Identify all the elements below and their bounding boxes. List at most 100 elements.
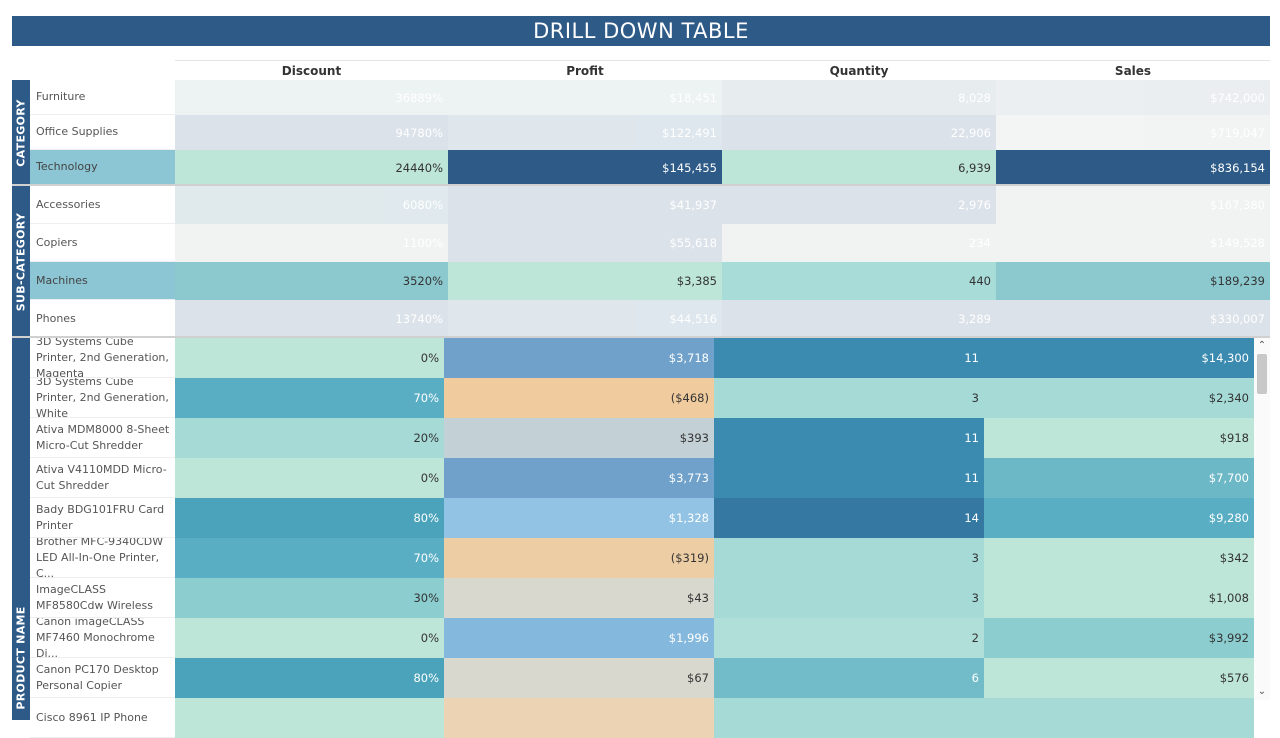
cell-profit[interactable]: $41,937 [448,186,722,224]
row-label[interactable]: Technology [30,150,175,185]
table-row-furniture[interactable]: Furniture 36889% $18,451 8,028 $742,000 [30,80,1270,115]
cell-quantity[interactable]: 6,939 [722,150,996,185]
cell-profit[interactable]: $67 [444,658,714,698]
cell-quantity[interactable]: 234 [722,224,996,262]
cell-quantity[interactable]: 11 [714,458,984,498]
cell-quantity[interactable]: 3 [714,378,984,418]
cell-profit[interactable]: $18,451 [448,80,722,115]
row-label[interactable]: Canon Color ImageCLASS MF8580Cdw Wireles… [30,578,175,618]
row-label[interactable]: Canon imageCLASS MF7460 Monochrome Di... [30,618,175,658]
cell-sales[interactable]: $742,000 [996,80,1270,115]
cell-profit[interactable]: ($319) [444,538,714,578]
row-label[interactable]: Brother MFC-9340CDW LED All-In-One Print… [30,538,175,578]
cell-discount[interactable]: 24440% [175,150,448,185]
cell-sales[interactable]: $2,340 [984,378,1254,418]
scroll-thumb[interactable] [1257,354,1267,394]
cell-profit[interactable]: $1,328 [444,498,714,538]
cell-quantity[interactable]: 11 [714,418,984,458]
column-header-discount[interactable]: Discount [281,63,342,78]
cell-discount[interactable]: 70% [175,538,444,578]
table-row[interactable]: Ativa MDM8000 8-Sheet Micro-Cut Shredder… [30,418,1254,458]
cell-sales[interactable]: $719,047 [996,115,1270,150]
cell-sales[interactable]: $14,300 [984,338,1254,378]
cell-profit[interactable]: $3,773 [444,458,714,498]
cell-quantity[interactable]: 3,289 [722,300,996,338]
cell-sales[interactable]: $1,008 [984,578,1254,618]
table-row[interactable]: Cisco 8961 IP Phone [30,698,1254,738]
cell-profit[interactable]: $43 [444,578,714,618]
cell-sales[interactable]: $167,380 [996,186,1270,224]
cell-sales[interactable]: $330,007 [996,300,1270,338]
table-row-copiers[interactable]: Copiers 1100% $55,618 234 $149,528 [30,224,1270,262]
table-row[interactable]: Canon PC170 Desktop Personal Copier 80% $6… [30,658,1254,698]
cell-discount[interactable]: 6080% [175,186,448,224]
scroll-up-icon[interactable]: ⌃ [1257,340,1267,351]
cell-discount[interactable]: 80% [175,498,444,538]
column-header-profit[interactable]: Profit [566,63,604,78]
row-label[interactable]: Ativa MDM8000 8-Sheet Micro-Cut Shredder [30,418,175,458]
scroll-down-icon[interactable]: ⌄ [1257,686,1267,697]
table-row[interactable]: Ativa V4110MDD Micro-Cut Shredder 0% $3,77… [30,458,1254,498]
cell-profit[interactable]: $3,385 [448,262,722,300]
cell-quantity[interactable]: 14 [714,498,984,538]
cell-discount[interactable]: 94780% [175,115,448,150]
table-row-accessories[interactable]: Accessories 6080% $41,937 2,976 $167,380 [30,186,1270,224]
row-label[interactable]: Copiers [30,224,175,262]
row-label[interactable]: Office Supplies [30,115,175,150]
cell-sales[interactable]: $918 [984,418,1254,458]
cell-quantity[interactable]: 11 [714,338,984,378]
cell-quantity[interactable]: 2,976 [722,186,996,224]
column-header-sales[interactable]: Sales [1114,63,1152,78]
row-label[interactable]: Accessories [30,186,175,224]
vertical-scrollbar[interactable]: ⌃ ⌄ [1254,338,1270,700]
cell-sales[interactable]: $342 [984,538,1254,578]
cell-profit[interactable]: $145,455 [448,150,722,185]
table-row-phones[interactable]: Phones 13740% $44,516 3,289 $330,007 [30,300,1270,338]
cell-discount[interactable]: 3520% [175,262,448,300]
cell-discount[interactable]: 70% [175,378,444,418]
cell-sales[interactable]: $149,528 [996,224,1270,262]
cell-quantity[interactable]: 3 [714,578,984,618]
table-row-technology[interactable]: Technology 24440% $145,455 6,939 $836,154 [30,150,1270,185]
cell-profit[interactable]: $3,718 [444,338,714,378]
row-label[interactable]: Canon PC170 Desktop Personal Copier [30,658,175,698]
table-row[interactable]: Brother MFC-9340CDW LED All-In-One Print… [30,538,1254,578]
table-row[interactable]: Canon Color ImageCLASS MF8580Cdw Wireles… [30,578,1254,618]
table-row-machines[interactable]: Machines 3520% $3,385 440 $189,239 [30,262,1270,300]
row-label[interactable]: Machines [30,262,175,300]
row-label[interactable]: 3D Systems Cube Printer, 2nd Generation,… [30,338,175,378]
cell-discount[interactable]: 36889% [175,80,448,115]
cell-discount[interactable]: 80% [175,658,444,698]
cell-quantity[interactable]: 3 [714,538,984,578]
column-header-quantity[interactable]: Quantity [829,63,889,78]
cell-profit[interactable]: $55,618 [448,224,722,262]
cell-discount[interactable]: 13740% [175,300,448,338]
table-row[interactable]: Canon imageCLASS MF7460 Monochrome Di...… [30,618,1254,658]
cell-quantity[interactable] [714,698,984,738]
cell-sales[interactable]: $189,239 [996,262,1270,300]
table-row[interactable]: 3D Systems Cube Printer, 2nd Generation,… [30,338,1254,378]
cell-quantity[interactable]: 8,028 [722,80,996,115]
table-row[interactable]: Bady BDG101FRU Card Printer 80% $1,328 14 $9… [30,498,1254,538]
cell-discount[interactable]: 20% [175,418,444,458]
cell-profit[interactable]: $1,996 [444,618,714,658]
table-row[interactable]: 3D Systems Cube Printer, 2nd Generation,… [30,378,1254,418]
row-label[interactable]: 3D Systems Cube Printer, 2nd Generation,… [30,378,175,418]
cell-profit[interactable]: $393 [444,418,714,458]
cell-sales[interactable]: $9,280 [984,498,1254,538]
cell-sales[interactable]: $7,700 [984,458,1254,498]
cell-quantity[interactable]: 440 [722,262,996,300]
row-label[interactable]: Bady BDG101FRU Card Printer [30,498,175,538]
row-label[interactable]: Cisco 8961 IP Phone [30,698,175,738]
cell-discount[interactable]: 30% [175,578,444,618]
cell-quantity[interactable]: 2 [714,618,984,658]
cell-discount[interactable]: 0% [175,458,444,498]
table-row-office-supplies[interactable]: Office Supplies 94780% $122,491 22,906 $719,… [30,115,1270,150]
cell-profit[interactable]: ($468) [444,378,714,418]
cell-profit[interactable] [444,698,714,738]
cell-sales[interactable] [984,698,1254,738]
cell-sales[interactable]: $836,154 [996,150,1270,185]
cell-discount[interactable]: 0% [175,338,444,378]
cell-discount[interactable]: 0% [175,618,444,658]
cell-profit[interactable]: $122,491 [448,115,722,150]
